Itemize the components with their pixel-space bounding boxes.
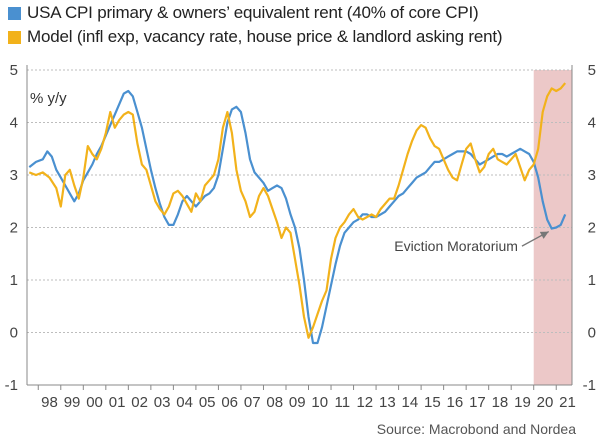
x-tick-label: 16 xyxy=(447,394,464,411)
x-axis: 98 99 00 01 02 03 04 05 06 07 08 09 10 11 12 13 14 15 16 17… xyxy=(37,385,576,411)
y-tick-label-right: 3 xyxy=(588,167,596,184)
y-tick-label-right: 1 xyxy=(588,272,596,289)
legend-item-cpi: USA CPI primary & owners’ equivalent ren… xyxy=(8,2,479,24)
x-tick-label: 18 xyxy=(492,394,509,411)
y-tick-label-right: 0 xyxy=(588,325,596,342)
y-tick-label-left: 2 xyxy=(10,220,18,237)
y-tick-label-left: 4 xyxy=(10,115,18,132)
y-tick-label-right: 5 xyxy=(588,62,596,79)
x-tick-label: 15 xyxy=(424,394,441,411)
x-tick-label: 05 xyxy=(199,394,216,411)
y-tick-label-right: 4 xyxy=(588,115,596,132)
legend-item-model: Model (infl exp, vacancy rate, house pri… xyxy=(8,26,503,48)
x-tick-label: 17 xyxy=(469,394,486,411)
x-tick-label: 20 xyxy=(537,394,554,411)
x-tick-label: 13 xyxy=(379,394,396,411)
x-tick-label: 08 xyxy=(266,394,283,411)
x-tick-label: 19 xyxy=(514,394,531,411)
x-tick-label: 03 xyxy=(154,394,171,411)
y-tick-label-right: -1 xyxy=(583,377,596,394)
series-line-cpi xyxy=(28,89,567,345)
annotation-arrowhead xyxy=(539,231,549,239)
x-tick-label: 02 xyxy=(131,394,148,411)
x-tick-label: 12 xyxy=(356,394,373,411)
legend-swatch-model xyxy=(8,30,21,44)
x-tick-label: 01 xyxy=(109,394,126,411)
x-tick-label: 10 xyxy=(311,394,328,411)
series-line-model xyxy=(28,82,567,339)
x-tick-label: 21 xyxy=(559,394,576,411)
y-tick-label-right: 2 xyxy=(588,220,596,237)
y-tick-label-left: 5 xyxy=(10,62,18,79)
annotation: Eviction Moratorium xyxy=(394,230,550,254)
x-tick-label: 98 xyxy=(41,394,58,411)
x-tick-label: 00 xyxy=(86,394,103,411)
legend-swatch-cpi xyxy=(8,6,21,20)
y-tick-label-left: 3 xyxy=(10,167,18,184)
y-axis-right: -1 0 1 2 3 4 5 xyxy=(583,62,596,394)
x-tick-label: 99 xyxy=(64,394,81,411)
y-tick-label-left: 0 xyxy=(10,325,18,342)
series-lines xyxy=(28,82,567,345)
unit-label: % y/y xyxy=(30,90,67,107)
source-note: Source: Macrobond and Nordea xyxy=(376,421,576,437)
axes xyxy=(26,65,573,386)
x-tick-label: 09 xyxy=(289,394,306,411)
x-tick-label: 11 xyxy=(335,394,351,411)
annotation-label: Eviction Moratorium xyxy=(394,238,518,254)
x-tick-label: 04 xyxy=(176,394,193,411)
x-tick-label: 06 xyxy=(221,394,238,411)
y-tick-label-left: 1 xyxy=(10,272,18,289)
x-tick-label: 14 xyxy=(402,394,419,411)
legend-label-model: Model (infl exp, vacancy rate, house pri… xyxy=(27,27,503,46)
legend-label-cpi: USA CPI primary & owners’ equivalent ren… xyxy=(27,3,479,22)
y-axis-left: -1 0 1 2 3 4 5 xyxy=(5,62,18,394)
x-tick-label: 07 xyxy=(244,394,261,411)
y-tick-label-left: -1 xyxy=(5,377,18,394)
